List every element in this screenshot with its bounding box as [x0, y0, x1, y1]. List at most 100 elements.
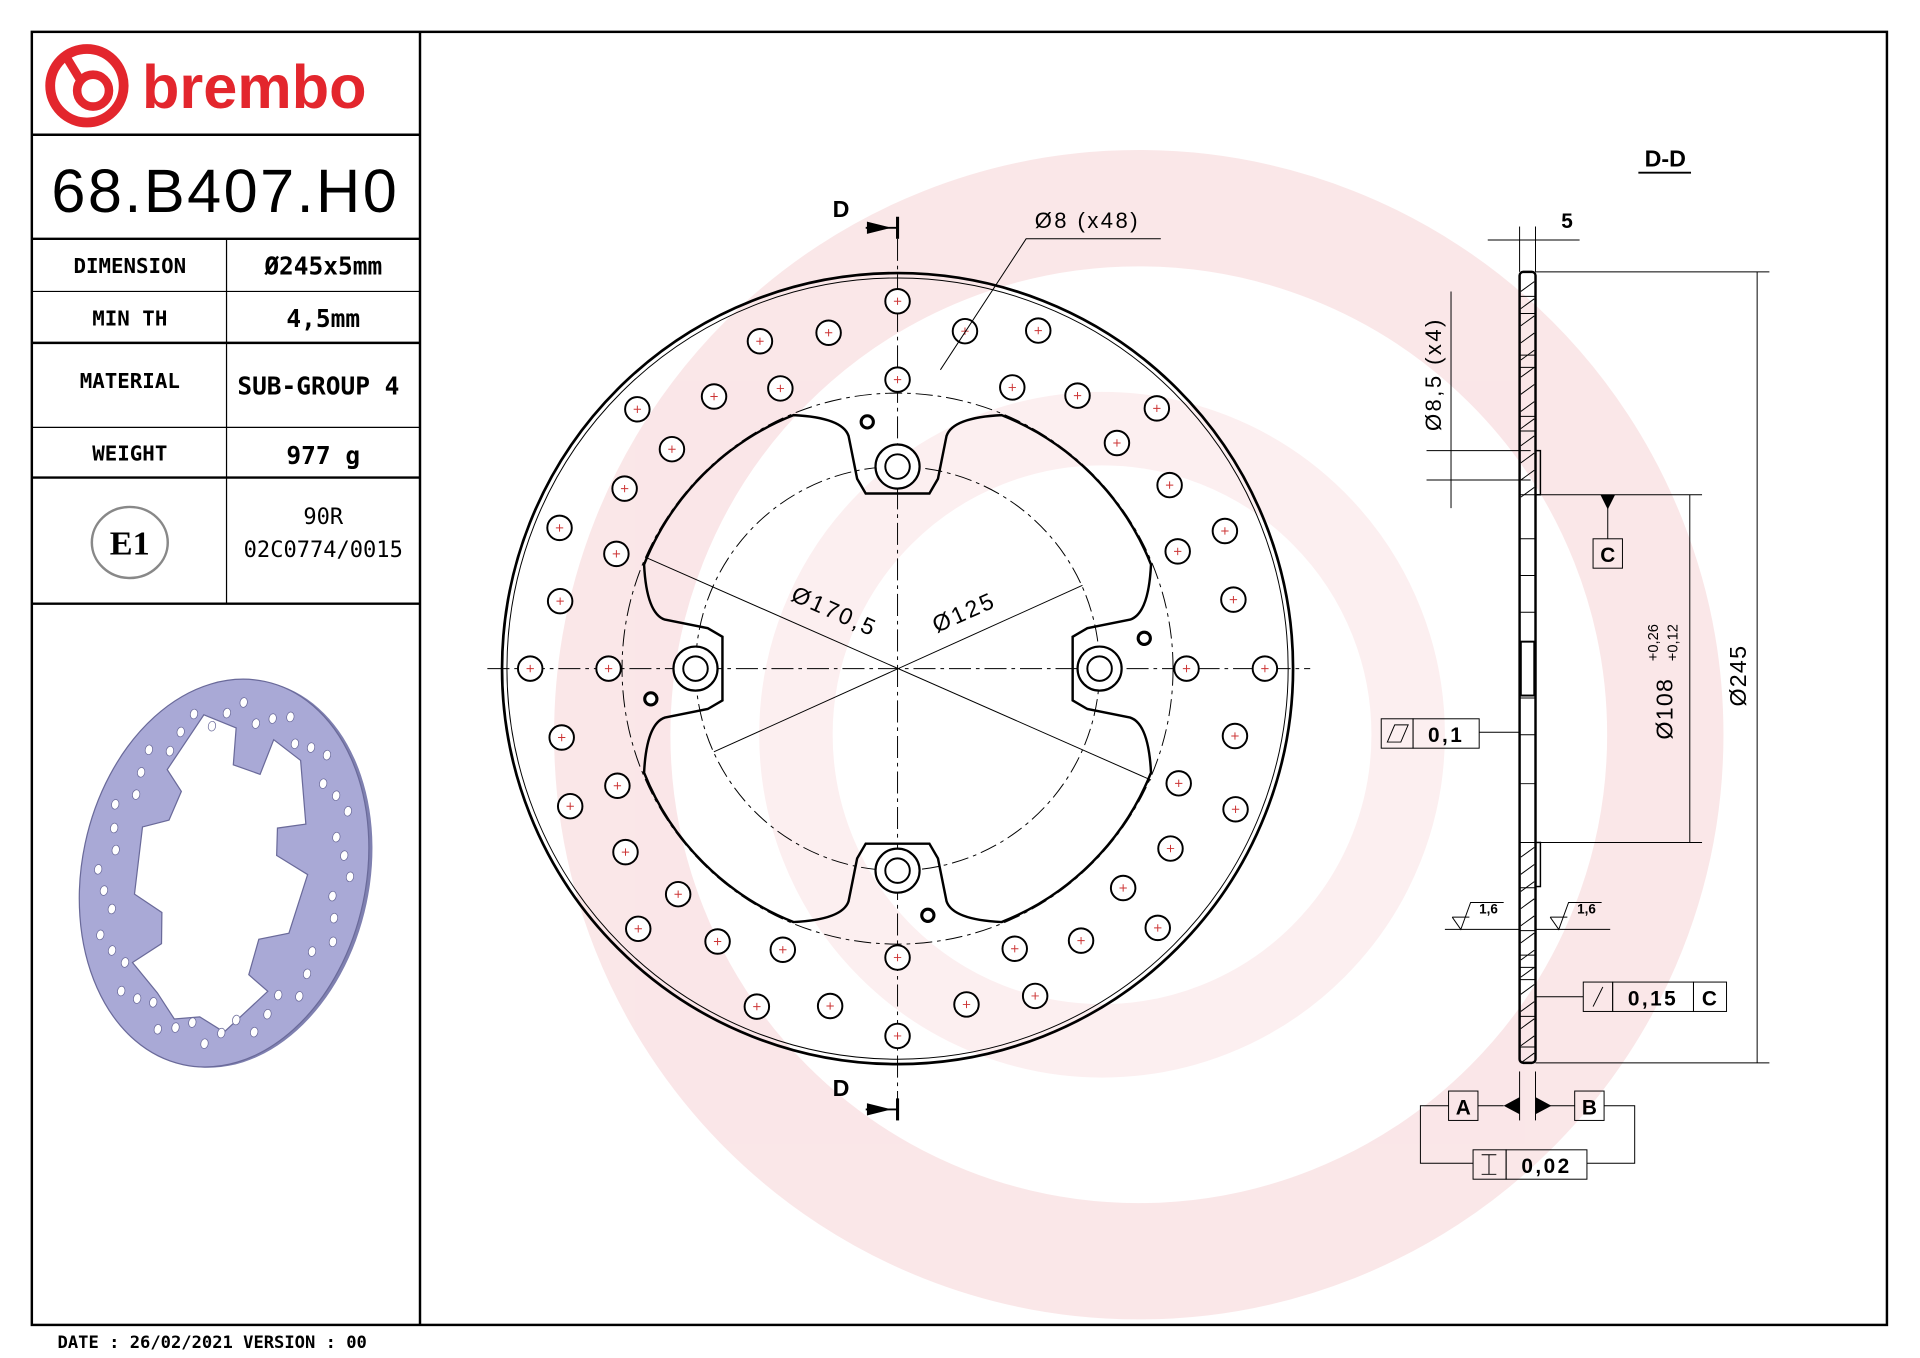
brembo-logo: brembo [45, 44, 367, 128]
section-mark-top: D [833, 196, 900, 239]
vent-hole-3d [110, 822, 119, 834]
vent-hole [704, 928, 731, 955]
spec-value-dimension: Ø245x5mm [263, 251, 382, 280]
vent-hole [1001, 935, 1028, 962]
vent-hole [516, 655, 544, 682]
vent-hole-3d [332, 790, 341, 801]
vent-hole-3d [117, 985, 126, 997]
e1-label: E1 [110, 525, 150, 563]
vent-hole-3d [263, 1008, 272, 1020]
vent-hole-3d [133, 993, 142, 1004]
vent-hole [625, 915, 652, 943]
vent-hole-3d [217, 1027, 226, 1039]
vent-hole [1064, 382, 1091, 409]
runout-value: 0,15 [1628, 987, 1678, 1010]
mounting-bolt-hole [874, 847, 921, 894]
vent-hole [746, 328, 774, 355]
vent-hole [546, 514, 573, 542]
vent-hole [556, 792, 584, 820]
dim-center-bore: Ø108 [1652, 678, 1678, 740]
vent-hole-3d [222, 707, 231, 719]
vent-hole-3d [239, 697, 248, 708]
vent-hole-3d [120, 957, 130, 968]
vent-hole-3d [107, 945, 117, 956]
vent-hole-3d [189, 708, 199, 720]
vent-hole-3d [343, 806, 352, 817]
part-number: 68.B407.H0 [51, 157, 399, 225]
locating-hole [1136, 630, 1152, 646]
vent-hole-3d [137, 767, 146, 778]
tol-upper: +0,26 [1646, 624, 1662, 661]
dim-bolt-hole: Ø8,5 (x4) [1421, 317, 1446, 431]
vent-hole [1164, 538, 1191, 565]
vent-hole-3d [165, 745, 175, 757]
vent-hole-3d [307, 946, 317, 957]
dim-outer-dia: Ø245 [1725, 645, 1751, 707]
vent-hole [884, 366, 911, 393]
vent-hole [1173, 655, 1200, 682]
vent-hole [611, 475, 638, 502]
dim-thickness: 5 [1561, 210, 1573, 233]
vent-hole-3d [153, 1024, 162, 1035]
spec-label-material: MATERIAL [80, 369, 180, 393]
vent-hole-3d [328, 936, 338, 948]
spec-label-weight: WEIGHT [92, 441, 167, 465]
roughness-right: 1,6 [1577, 901, 1596, 916]
spec-value-material: SUB-GROUP 4 [237, 371, 399, 400]
vent-hole-3d [286, 711, 295, 723]
vent-hole-3d [329, 912, 339, 924]
vent-hole [816, 992, 844, 1020]
vent-hole-3d [332, 831, 341, 843]
svg-text:D: D [833, 1075, 850, 1101]
vent-hole-3d [107, 903, 116, 915]
vent-hole-3d [94, 864, 103, 875]
vent-hole-3d [96, 929, 105, 941]
vent-hole [624, 396, 651, 423]
vent-hole-3d [144, 744, 154, 756]
runout-datum: C [1702, 987, 1717, 1010]
vent-hole-3d [251, 718, 260, 729]
section-view: D-D [1380, 146, 1770, 1180]
vent-hole-3d [302, 968, 312, 980]
vent-hole [884, 944, 911, 971]
vent-hole [1156, 471, 1183, 499]
flatness-value: 0,1 [1428, 724, 1464, 747]
brembo-watermark [554, 150, 1724, 1320]
vent-hole-3d [149, 997, 158, 1008]
vent-hole [884, 1022, 911, 1050]
vent-hole-3d [328, 890, 337, 902]
vent-hole-3d [188, 1017, 197, 1028]
section-title: D-D [1645, 146, 1686, 172]
vent-hole [1220, 586, 1247, 613]
vent-hole [1143, 395, 1171, 422]
spec-label-min-th: MIN TH [92, 307, 167, 331]
datum-b-label: B [1582, 1096, 1597, 1119]
locating-hole [920, 907, 936, 923]
approval-regulation: 90R [303, 505, 344, 530]
spec-value-weight: 977 g [286, 441, 360, 470]
locating-hole [859, 414, 875, 430]
vent-hole-3d [111, 799, 120, 810]
vent-hole-3d [274, 989, 283, 1001]
vent-hole [612, 838, 639, 866]
datum-a-label: A [1456, 1096, 1471, 1119]
vent-hole [1165, 770, 1192, 797]
vent-hole-3d [250, 1026, 259, 1038]
spec-label-dimension: DIMENSION [73, 254, 186, 278]
footer-date-version: DATE : 26/02/2021 VERSION : 00 [58, 1333, 367, 1353]
vent-hole-3d [171, 1022, 180, 1033]
vent-hole [658, 435, 686, 463]
vent-hole-3d [200, 1038, 209, 1049]
vent-hole [767, 375, 794, 402]
vent-hole-3d [111, 844, 120, 856]
vent-hole [595, 655, 622, 682]
vent-hole [1211, 517, 1239, 545]
vent-hole-3d [322, 749, 332, 761]
vent-hole [1222, 796, 1249, 823]
tol-lower: +0,12 [1666, 624, 1682, 661]
dim-line-center [713, 584, 1083, 753]
svg-text:brembo: brembo [142, 53, 367, 121]
spec-value-min-th: 4,5mm [286, 304, 360, 333]
datum-c-label: C [1600, 544, 1615, 567]
